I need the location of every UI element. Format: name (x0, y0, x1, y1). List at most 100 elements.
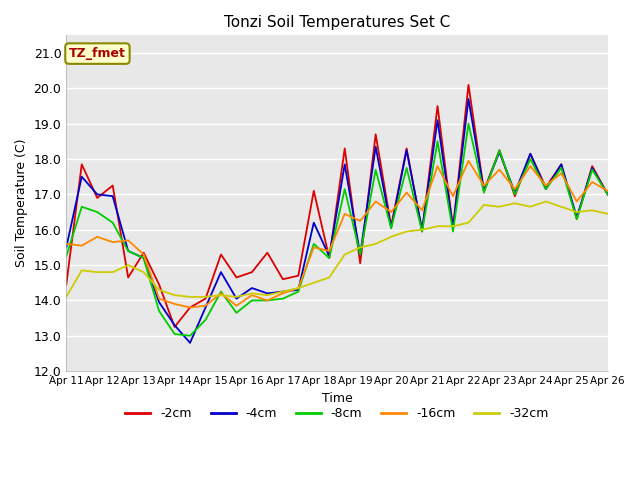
-32cm (202, 294, 209, 300)
-4cm (465, 96, 472, 102)
-4cm (542, 186, 550, 192)
-8cm (156, 308, 163, 314)
-4cm (480, 188, 488, 194)
-4cm (511, 190, 518, 195)
-4cm (202, 305, 209, 311)
-8cm (588, 167, 596, 172)
-8cm (372, 167, 380, 172)
-8cm (186, 333, 194, 339)
-16cm (588, 179, 596, 185)
-16cm (480, 183, 488, 189)
-16cm (341, 211, 349, 216)
Legend: -2cm, -4cm, -8cm, -16cm, -32cm: -2cm, -4cm, -8cm, -16cm, -32cm (120, 402, 554, 425)
-16cm (573, 199, 580, 204)
-16cm (310, 244, 317, 250)
-8cm (124, 248, 132, 254)
-32cm (449, 223, 457, 229)
-8cm (78, 204, 86, 210)
-2cm (480, 188, 488, 194)
-8cm (387, 225, 395, 231)
-8cm (93, 209, 101, 215)
-2cm (124, 275, 132, 280)
-32cm (325, 275, 333, 280)
-4cm (573, 215, 580, 220)
-2cm (604, 192, 612, 197)
-16cm (294, 285, 302, 291)
-2cm (171, 324, 179, 330)
-16cm (449, 193, 457, 199)
-4cm (217, 269, 225, 275)
-2cm (418, 228, 426, 234)
-4cm (186, 340, 194, 346)
-4cm (156, 300, 163, 305)
-16cm (140, 252, 147, 257)
-2cm (434, 103, 442, 109)
-8cm (202, 317, 209, 323)
-32cm (232, 294, 240, 300)
-4cm (140, 255, 147, 261)
-16cm (232, 303, 240, 309)
-4cm (264, 290, 271, 296)
-32cm (495, 204, 503, 210)
-32cm (356, 244, 364, 250)
-2cm (310, 188, 317, 194)
-4cm (310, 220, 317, 226)
-16cm (527, 163, 534, 169)
-32cm (387, 234, 395, 240)
-4cm (387, 225, 395, 231)
-32cm (511, 200, 518, 206)
-4cm (232, 296, 240, 301)
-8cm (294, 288, 302, 294)
Title: Tonzi Soil Temperatures Set C: Tonzi Soil Temperatures Set C (224, 15, 450, 30)
X-axis label: Time: Time (322, 392, 353, 405)
-32cm (248, 290, 256, 296)
-32cm (480, 202, 488, 208)
-16cm (124, 238, 132, 243)
-2cm (542, 184, 550, 190)
-32cm (171, 292, 179, 298)
-32cm (279, 288, 287, 294)
-8cm (264, 298, 271, 303)
-4cm (78, 174, 86, 180)
-4cm (557, 161, 565, 167)
-32cm (124, 262, 132, 268)
Text: TZ_fmet: TZ_fmet (69, 47, 126, 60)
Line: -8cm: -8cm (67, 124, 608, 336)
-4cm (495, 149, 503, 155)
-2cm (186, 305, 194, 311)
-32cm (573, 209, 580, 215)
-2cm (573, 216, 580, 222)
-4cm (588, 165, 596, 171)
-4cm (279, 288, 287, 294)
-2cm (78, 161, 86, 167)
-8cm (542, 186, 550, 192)
-32cm (588, 207, 596, 213)
-8cm (434, 139, 442, 144)
-16cm (604, 188, 612, 194)
-2cm (403, 145, 410, 151)
-32cm (186, 294, 194, 300)
-16cm (217, 290, 225, 296)
-4cm (418, 227, 426, 233)
-8cm (310, 241, 317, 247)
-8cm (140, 255, 147, 261)
-2cm (264, 250, 271, 255)
-4cm (124, 248, 132, 254)
-2cm (248, 269, 256, 275)
-4cm (325, 253, 333, 259)
-8cm (217, 288, 225, 294)
-8cm (356, 252, 364, 257)
-2cm (294, 273, 302, 278)
-32cm (156, 287, 163, 293)
-16cm (78, 243, 86, 249)
-32cm (434, 223, 442, 229)
-2cm (495, 147, 503, 153)
-32cm (527, 204, 534, 210)
-32cm (542, 199, 550, 204)
-8cm (109, 220, 116, 226)
-4cm (372, 144, 380, 150)
Line: -32cm: -32cm (67, 202, 608, 297)
Line: -4cm: -4cm (67, 99, 608, 343)
-32cm (264, 292, 271, 298)
-32cm (93, 269, 101, 275)
